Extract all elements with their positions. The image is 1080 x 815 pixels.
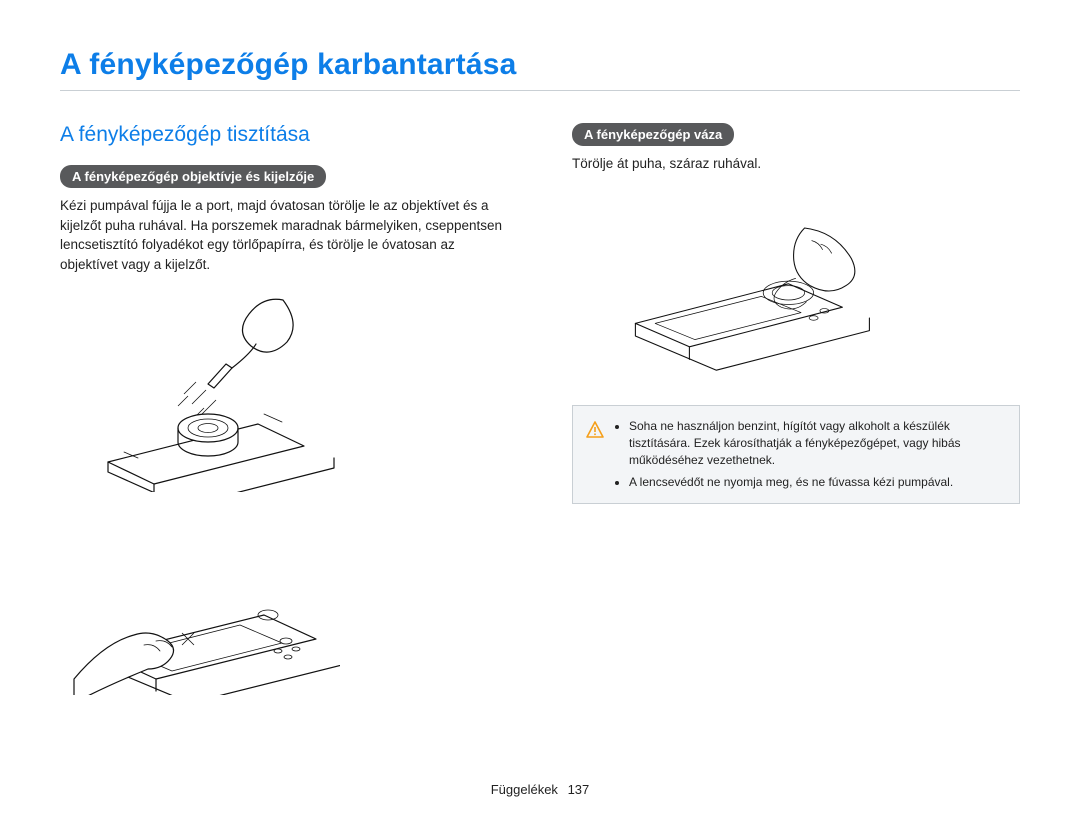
content-columns: A fényképezőgép tisztítása A fényképezőg… [60,123,1020,700]
warning-item: Soha ne használjon benzint, hígítót vagy… [629,418,1007,470]
pill-lens-display: A fényképezőgép objektívje és kijelzője [60,165,326,188]
warning-list: Soha ne használjon benzint, hígítót vagy… [615,418,1007,492]
paragraph-body: Törölje át puha, száraz ruhával. [572,154,1020,174]
paragraph-lens-display: Kézi pumpával fújja le a port, majd óvat… [60,196,508,274]
illustration-wipe-body [612,192,882,372]
warning-icon [585,420,605,440]
warning-callout: Soha ne használjon benzint, hígítót vagy… [572,405,1020,505]
page: A fényképezőgép karbantartása A fényképe… [0,0,1080,815]
page-title: A fényképezőgép karbantartása [60,48,1020,91]
footer-section: Függelékek [491,782,558,797]
footer-page-number: 137 [568,782,590,797]
left-column: A fényképezőgép tisztítása A fényképezőg… [60,123,508,700]
right-column: A fényképezőgép váza Törölje át puha, sz… [572,123,1020,700]
pill-body: A fényképezőgép váza [572,123,734,146]
section-title-cleaning: A fényképezőgép tisztítása [60,123,508,147]
illustration-wipe-lcd [70,505,340,695]
page-footer: Függelékek 137 [0,782,1080,797]
illustration-blower [78,292,348,492]
warning-item: A lencsevédőt ne nyomja meg, és ne fúvas… [629,474,1007,491]
